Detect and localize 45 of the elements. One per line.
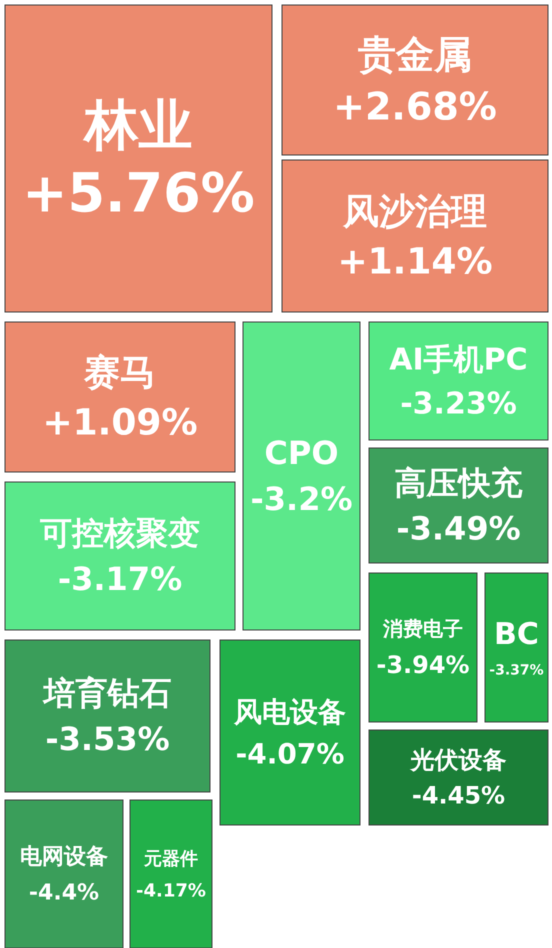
data-label: -3.17% [58, 560, 182, 598]
data-label: -4.07% [236, 737, 344, 770]
tile: 可控核聚变 -3.17% [4, 482, 236, 630]
category-label: 赛马 [83, 352, 156, 394]
tile: CPO -3.2% [242, 322, 360, 630]
category-label: 可控核聚变 [39, 514, 200, 552]
data-label: -4.45% [412, 782, 506, 810]
data-label: -3.94% [376, 650, 470, 679]
category-label: 林业 [82, 93, 192, 156]
tile: 培育钻石 -3.53% [4, 640, 210, 792]
data-label: -3.37% [489, 662, 544, 678]
tile: 元器件 -4.17% [130, 800, 212, 948]
category-label: 元器件 [143, 848, 198, 870]
category-label: 风沙治理 [342, 192, 487, 233]
category-label: 贵金属 [358, 32, 472, 76]
tile: 高压快充 -3.49% [368, 448, 548, 564]
tile: 贵金属 +2.68% [282, 4, 548, 156]
data-label: -3.2% [250, 480, 353, 518]
data-label: -4.17% [136, 880, 206, 902]
tile: AI手机PC -3.23% [368, 322, 548, 440]
data-label: +2.68% [333, 84, 497, 128]
category-label: 电网设备 [20, 844, 108, 870]
tile: 光伏设备 -4.45% [368, 730, 548, 826]
category-label: 培育钻石 [42, 674, 172, 712]
category-label: 高压快充 [394, 464, 524, 502]
tile: 林业 +5.76% [4, 4, 272, 312]
data-label: +5.76% [22, 161, 255, 224]
data-label: -3.53% [45, 720, 170, 758]
data-label: -4.4% [28, 880, 100, 906]
data-label: +1.14% [337, 242, 493, 283]
tile: 风电设备 -4.07% [220, 640, 360, 826]
category-label: 光伏设备 [410, 746, 506, 774]
category-label: CPO [264, 434, 339, 472]
data-label: +1.09% [42, 402, 198, 444]
data-label: -3.49% [396, 510, 521, 548]
tile: 消费电子 -3.94% [368, 572, 478, 722]
category-label: AI手机PC [389, 342, 528, 378]
tile: 风沙治理 +1.14% [282, 160, 548, 312]
tile: 赛马 +1.09% [4, 322, 236, 472]
category-label: 风电设备 [233, 695, 346, 728]
tile: 电网设备 -4.4% [4, 800, 124, 948]
category-label: 消费电子 [382, 616, 463, 640]
category-label: BC [494, 617, 539, 652]
tile: BC -3.37% [484, 572, 548, 722]
data-label: -3.23% [400, 386, 517, 422]
